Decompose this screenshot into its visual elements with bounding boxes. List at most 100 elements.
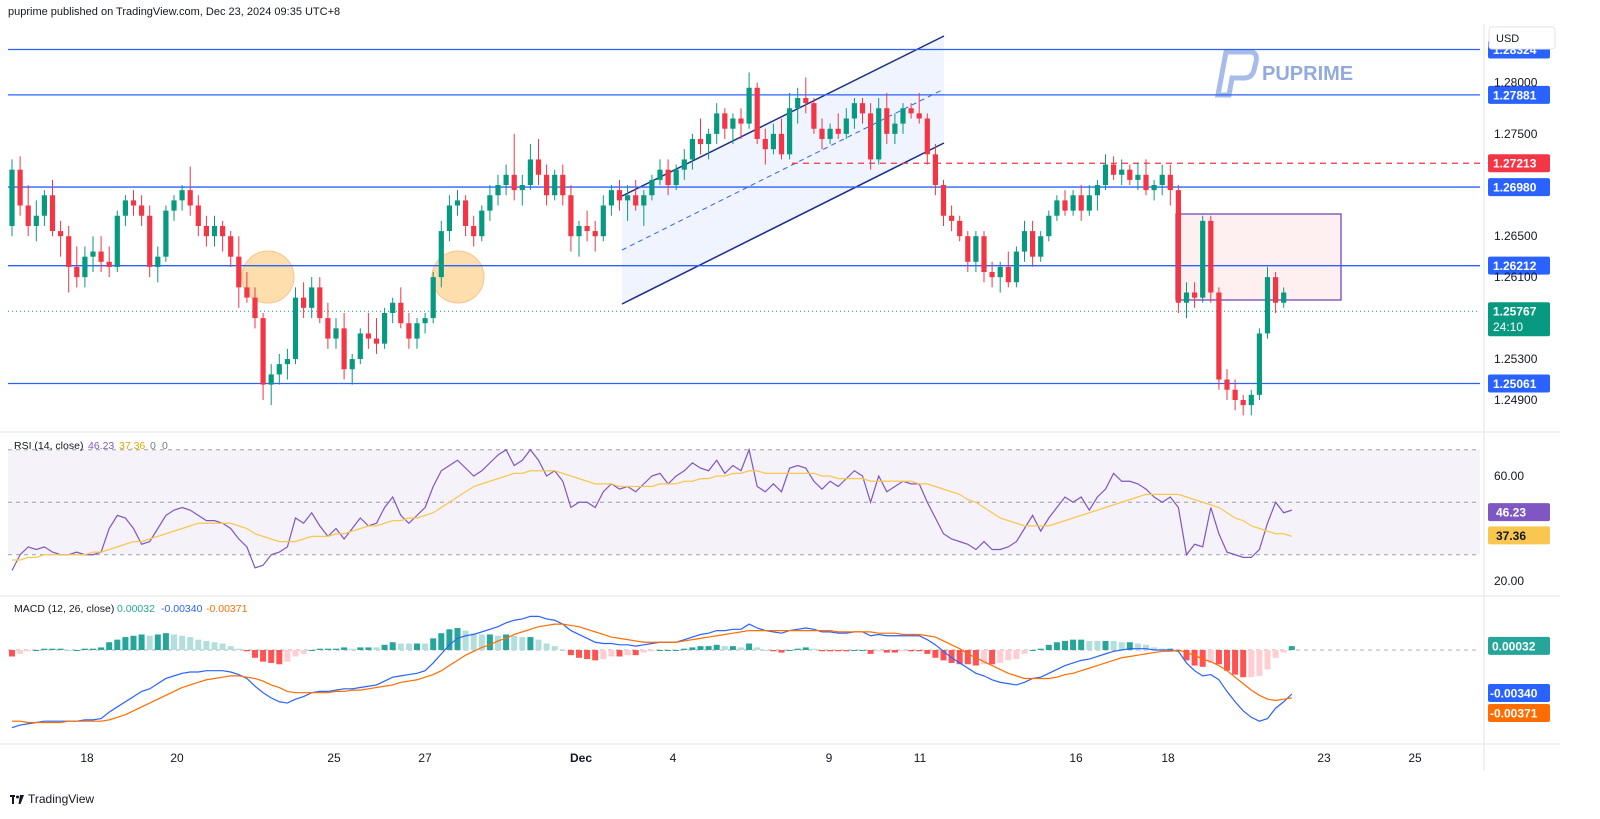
macd-histogram-bar xyxy=(786,650,793,651)
macd-histogram-bar xyxy=(697,646,704,650)
macd-histogram-bar xyxy=(778,650,785,653)
candle-body xyxy=(1102,164,1109,186)
macd-histogram-bar xyxy=(243,650,250,652)
price-tick-label: 1.24900 xyxy=(1494,393,1538,407)
candle-body xyxy=(932,154,938,186)
macd-histogram-bar xyxy=(235,648,242,650)
candle-body xyxy=(1021,231,1028,252)
macd-histogram-bar xyxy=(495,635,501,650)
candle-body xyxy=(292,297,299,360)
puprime-brand: PUPRIME xyxy=(1262,63,1353,85)
candle-body xyxy=(471,225,477,237)
rsi-legend-title: RSI (14, close) xyxy=(14,440,83,452)
macd-histogram-bar xyxy=(754,647,761,650)
candle-body xyxy=(463,200,469,226)
macd-histogram-bar xyxy=(543,643,550,650)
macd-histogram-bar xyxy=(268,650,275,663)
candle-body xyxy=(706,133,712,145)
candle-body xyxy=(1281,292,1287,303)
time-axis-label: 4 xyxy=(670,751,677,765)
macd-histogram-bar xyxy=(948,650,955,663)
macd-histogram-bar xyxy=(762,650,769,651)
macd-histogram-bar xyxy=(689,647,696,650)
macd-histogram-bar xyxy=(414,643,420,650)
macd-histogram-bar xyxy=(179,635,186,650)
macd-histogram-bar xyxy=(721,646,728,650)
macd-histogram-bar xyxy=(381,644,388,650)
candle-body xyxy=(1070,195,1076,211)
macd-histogram-bar xyxy=(875,650,882,652)
macd-histogram-bar xyxy=(389,642,396,650)
candle-body xyxy=(1175,190,1181,303)
macd-histogram-bar xyxy=(1248,650,1255,678)
candle-body xyxy=(446,205,452,232)
candle-body xyxy=(33,215,39,226)
candle-body xyxy=(1256,333,1262,395)
macd-histogram-bar xyxy=(349,648,356,650)
macd-histogram-bar xyxy=(365,647,372,650)
macd-histogram-bar xyxy=(1005,650,1012,661)
macd-histogram-bar xyxy=(964,650,971,665)
candle-body xyxy=(49,195,56,232)
macd-histogram-bar xyxy=(98,647,105,650)
level-price-tag xyxy=(1488,256,1550,275)
candle-body xyxy=(884,108,890,134)
macd-histogram-bar xyxy=(883,650,890,653)
candle-body xyxy=(333,328,339,339)
macd-histogram-bar xyxy=(1264,650,1271,670)
macd-histogram-bar xyxy=(1053,642,1060,650)
candle-body xyxy=(317,287,323,319)
macd-histogram-bar xyxy=(1102,640,1109,650)
level-price-label: 1.27881 xyxy=(1493,88,1537,102)
candle-body xyxy=(503,174,509,186)
time-axis-label: 20 xyxy=(170,751,184,765)
macd-histogram-bar xyxy=(527,637,534,650)
candle-body xyxy=(228,236,234,257)
macd-histogram-bar xyxy=(1045,644,1052,650)
price-tick-label: 1.26100 xyxy=(1494,270,1538,284)
macd-histogram-bar xyxy=(300,650,307,654)
macd-histogram-bar xyxy=(827,650,834,652)
macd-histogram-bar xyxy=(891,650,898,653)
candle-body xyxy=(762,138,768,150)
macd-histogram-bar xyxy=(17,650,24,654)
macd-histogram-bar xyxy=(673,650,680,651)
macd-legend-title: MACD (12, 26, close) xyxy=(14,603,114,615)
time-axis-label: 9 xyxy=(826,751,833,765)
macd-histogram-bar xyxy=(1272,650,1279,658)
candle-body xyxy=(211,225,218,237)
candle-body xyxy=(122,200,128,216)
candle-body xyxy=(98,251,104,262)
macd-histogram-bar xyxy=(1126,642,1133,650)
candle-body xyxy=(390,302,396,313)
tradingview-footer[interactable]: TradingView xyxy=(10,792,94,806)
macd-histogram-bar xyxy=(373,647,380,650)
macd-histogram-bar xyxy=(519,637,526,650)
macd-histogram-bar xyxy=(227,646,234,650)
candle-body xyxy=(1224,379,1230,390)
macd-histogram-bar xyxy=(154,634,161,650)
macd-histogram-bar xyxy=(624,650,631,656)
time-axis-label: 11 xyxy=(914,751,927,765)
candle-body xyxy=(973,236,979,262)
macd-histogram-bar xyxy=(981,650,987,665)
macd-histogram-bar xyxy=(324,648,331,650)
candle-body xyxy=(187,190,193,206)
macd-signal-line xyxy=(12,623,1292,724)
candle-body xyxy=(770,133,776,150)
macd-histogram-bar xyxy=(729,646,736,650)
time-axis-label: 18 xyxy=(80,751,94,765)
macd-histogram-bar xyxy=(203,640,210,650)
candle-body xyxy=(74,266,80,278)
macd-histogram-bar xyxy=(665,650,672,651)
macd-histogram-bar xyxy=(478,634,485,650)
macd-histogram-bar xyxy=(1013,650,1020,660)
macd-histogram-bar xyxy=(616,650,623,657)
macd-histogram-bar xyxy=(1134,643,1141,650)
candle-body xyxy=(349,359,355,370)
macd-histogram-bar xyxy=(551,646,558,650)
candle-body xyxy=(179,190,185,201)
candle-body xyxy=(495,185,501,196)
candle-body xyxy=(535,159,542,175)
